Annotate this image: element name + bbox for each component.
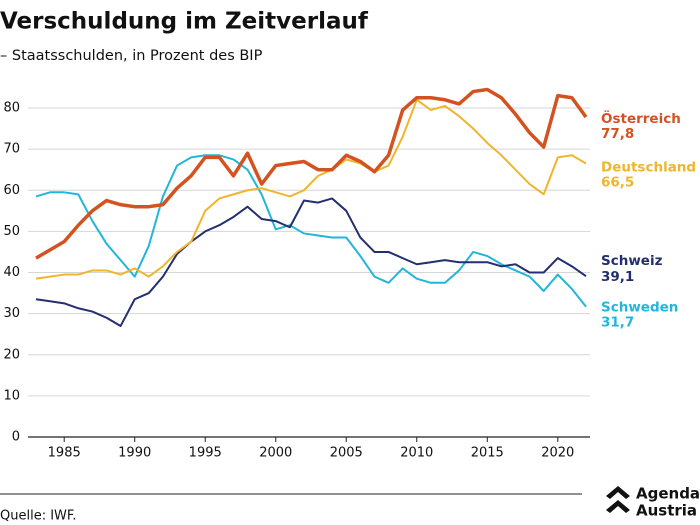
series-line [35,98,587,280]
y-tick-label: 40 [3,265,20,280]
x-tick-label: 2000 [259,446,292,461]
x-tick-label: 2010 [400,446,433,461]
legend-label: Deutschland [601,160,696,176]
logo-icon [606,486,630,513]
x-tick-label: 1985 [48,446,81,461]
x-tick-label: 2015 [471,446,504,461]
y-tick-label: 10 [3,388,20,403]
y-tick-label: 0 [12,430,20,445]
series-line [35,197,587,327]
logo-text: Austria [636,502,697,520]
chart-subtitle: – Staatsschulden, in Prozent des BIP [0,48,263,64]
legend-label: Österreich [601,109,681,127]
x-tick-label: 2005 [330,446,363,461]
logo-text: Agenda [636,485,700,503]
y-tick-label: 50 [3,224,20,239]
series-line [35,154,587,308]
y-tick-label: 30 [3,306,20,321]
chart-title: Verschuldung im Zeitverlauf [0,9,369,35]
legend-label: Schweden [601,300,678,316]
y-tick-label: 60 [3,183,20,198]
value-label: 77,8 [601,126,634,142]
y-tick-label: 80 [3,101,20,116]
y-tick-label: 70 [3,142,20,157]
value-label: 39,1 [601,269,634,285]
value-label: 31,7 [601,315,634,331]
series-line [35,87,588,260]
x-tick-label: 2020 [541,446,574,461]
logo: Agenda Austria [606,485,700,520]
legend-label: Schweiz [601,253,663,269]
x-tick-label: 1995 [189,446,222,461]
source-note: Quelle: IWF. [0,509,76,524]
y-tick-label: 20 [3,347,20,362]
value-label: 66,5 [601,175,634,191]
x-tick-label: 1990 [118,446,151,461]
